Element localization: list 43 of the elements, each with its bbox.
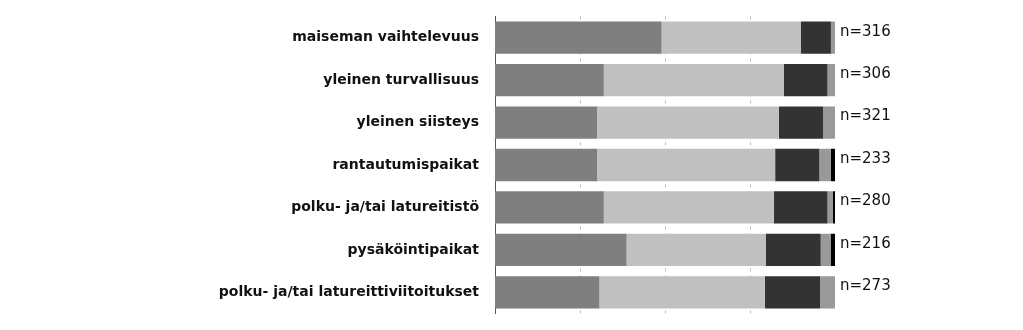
bar <box>820 276 835 309</box>
bar <box>603 63 784 97</box>
bar <box>597 106 779 139</box>
bar <box>495 106 597 139</box>
bar <box>495 191 604 224</box>
bar <box>823 106 835 139</box>
bar <box>830 21 835 54</box>
bar <box>495 233 627 267</box>
text: n=321 <box>840 106 891 125</box>
bar <box>784 63 828 97</box>
bar <box>764 276 821 309</box>
text: n=316 <box>840 21 891 40</box>
bar <box>661 21 801 54</box>
bar <box>495 148 597 182</box>
bar <box>597 148 776 182</box>
bar <box>832 191 835 224</box>
bar <box>778 106 824 139</box>
bar <box>495 63 604 97</box>
text: n=233 <box>840 148 891 167</box>
bar <box>773 191 828 224</box>
y-tick-label: rantautumispaikat <box>332 155 480 172</box>
text: n=273 <box>840 276 891 295</box>
y-tick-label: maiseman vaihtelevuus <box>292 28 479 45</box>
bar <box>495 276 600 309</box>
bar <box>830 148 835 182</box>
y-tick-label: yleinen siisteys <box>356 113 479 130</box>
bar <box>801 21 831 54</box>
y-tick-label: yleinen turvallisuus <box>323 70 479 87</box>
bar <box>827 191 833 224</box>
bar <box>830 233 835 267</box>
bar <box>820 233 831 267</box>
text: n=306 <box>840 63 891 82</box>
bar <box>603 191 774 224</box>
bar <box>827 63 835 97</box>
text: n=216 <box>840 233 891 252</box>
y-tick-label: pysäköintipaikat <box>347 240 480 257</box>
bar <box>819 148 831 182</box>
y-tick-label: polku- ja/tai latureitistö <box>291 198 480 215</box>
y-tick-label: polku- ja/tai latureittiviitoitukset <box>218 283 480 300</box>
text: n=280 <box>840 191 891 210</box>
bar <box>495 21 662 54</box>
bar <box>765 233 821 267</box>
bar <box>775 148 820 182</box>
